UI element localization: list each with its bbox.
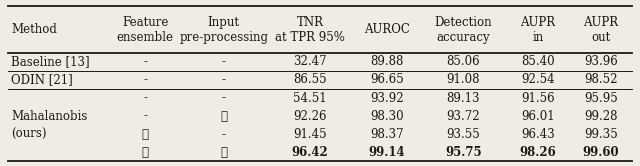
Text: 54.51: 54.51 [293,91,327,105]
Text: 99.35: 99.35 [584,128,618,141]
Text: 32.47: 32.47 [293,55,327,68]
Text: ✓: ✓ [141,128,148,141]
Text: Detection
accuracy: Detection accuracy [435,16,492,43]
Text: 91.08: 91.08 [447,73,480,86]
Text: Method: Method [11,23,57,36]
Text: 99.60: 99.60 [582,146,619,159]
Text: Input
pre-processing: Input pre-processing [179,16,268,43]
Text: ✓: ✓ [220,110,227,123]
Text: 96.42: 96.42 [292,146,328,159]
Text: 92.26: 92.26 [293,110,327,123]
Text: 95.95: 95.95 [584,91,618,105]
Text: -: - [222,55,226,68]
Text: TNR
at TPR 95%: TNR at TPR 95% [275,16,345,43]
Text: -: - [222,91,226,105]
Text: 89.13: 89.13 [447,91,480,105]
Text: ✓: ✓ [220,146,227,159]
Text: 92.54: 92.54 [521,73,555,86]
Text: 96.65: 96.65 [370,73,404,86]
Text: 96.43: 96.43 [521,128,555,141]
Text: 93.72: 93.72 [447,110,480,123]
Text: AUROC: AUROC [364,23,410,36]
Text: Baseline [13]: Baseline [13] [11,55,90,68]
Text: Mahalanobis: Mahalanobis [11,110,87,123]
Text: 98.30: 98.30 [370,110,404,123]
Text: 99.28: 99.28 [584,110,618,123]
Text: 93.96: 93.96 [584,55,618,68]
Text: Feature
ensemble: Feature ensemble [116,16,173,43]
Text: -: - [143,110,147,123]
Text: 98.52: 98.52 [584,73,618,86]
Text: 93.92: 93.92 [370,91,404,105]
Text: ✓: ✓ [141,146,148,159]
Text: 93.55: 93.55 [447,128,480,141]
Text: -: - [143,73,147,86]
Text: 89.88: 89.88 [370,55,403,68]
Text: -: - [143,55,147,68]
Text: -: - [222,73,226,86]
Text: 98.37: 98.37 [370,128,404,141]
Text: 85.06: 85.06 [447,55,480,68]
Text: (ours): (ours) [11,128,47,141]
Text: 99.14: 99.14 [369,146,405,159]
Text: 98.26: 98.26 [520,146,556,159]
Text: 91.45: 91.45 [293,128,327,141]
Text: 95.75: 95.75 [445,146,482,159]
Text: AUPR
in: AUPR in [520,16,556,43]
Text: -: - [143,91,147,105]
Text: 96.01: 96.01 [521,110,555,123]
Text: ODIN [21]: ODIN [21] [11,73,73,86]
Text: 91.56: 91.56 [521,91,555,105]
Text: AUPR
out: AUPR out [583,16,618,43]
Text: 85.40: 85.40 [521,55,555,68]
Text: 86.55: 86.55 [293,73,327,86]
Text: -: - [222,128,226,141]
